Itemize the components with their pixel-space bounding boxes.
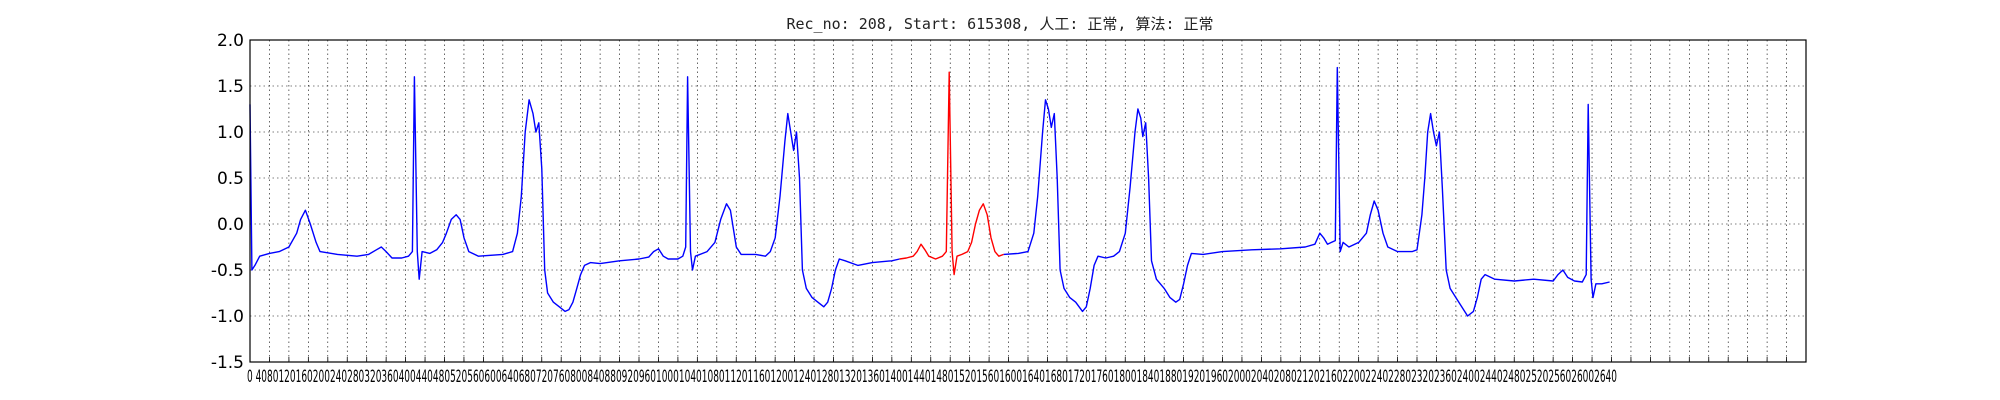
ecg-series-line-1 (249, 76, 900, 313)
chart-title: Rec_no: 208, Start: 615308, 人工: 正常, 算法: … (786, 15, 1213, 33)
y-tick-label: 0.5 (217, 169, 244, 189)
plot-frame (249, 39, 1807, 363)
y-tick-label: 0.0 (217, 215, 244, 235)
y-tick-label: -0.5 (211, 261, 244, 281)
y-tick-label: 2.0 (217, 31, 244, 51)
y-tick-label: -1.5 (211, 353, 244, 373)
y-tick-label: -1.0 (211, 307, 244, 327)
ecg-series-line-2 (899, 71, 1004, 276)
y-tick-label: 1.5 (217, 77, 244, 97)
grid-lines (249, 39, 1807, 363)
y-axis-ticks: 2.0 1.5 1.0 0.5 0.0 -0.5 -1.0 -1.5 (211, 31, 244, 373)
y-tick-label: 1.0 (217, 123, 244, 143)
series-layer (249, 66, 1610, 317)
ecg-series-line-3 (1003, 66, 1610, 317)
x-tick-labels: 0 40801201602002402803203604004404805205… (247, 367, 1617, 387)
